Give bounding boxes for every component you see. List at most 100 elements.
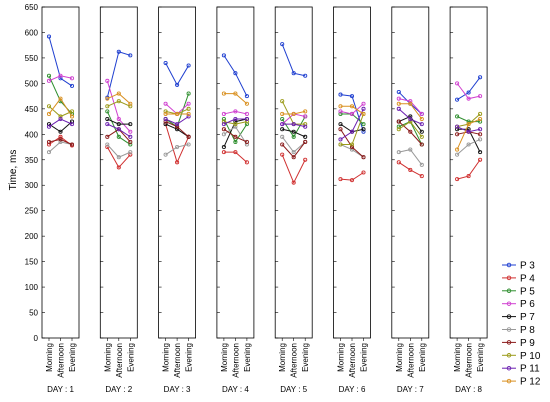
day-label: DAY : 3 — [164, 385, 191, 394]
legend-swatch-marker — [506, 275, 512, 281]
data-point — [419, 142, 424, 147]
data-point — [244, 142, 249, 147]
data-point — [466, 129, 471, 134]
data-point — [408, 101, 413, 106]
data-point — [186, 106, 191, 111]
panel-frame — [41, 6, 80, 339]
data-point — [175, 124, 180, 129]
data-point — [361, 111, 366, 116]
data-point — [116, 49, 121, 54]
legend-item: P 7 — [502, 312, 535, 323]
data-point — [46, 139, 52, 144]
series-line — [456, 138, 481, 156]
data-point — [338, 142, 343, 147]
data-point — [455, 114, 460, 119]
data-point — [419, 111, 424, 116]
data-point — [478, 119, 483, 124]
data-point — [58, 76, 63, 81]
data-point — [303, 157, 308, 162]
series-line — [107, 100, 131, 107]
data-point — [396, 89, 401, 95]
data-point — [221, 53, 226, 58]
series-line — [398, 108, 423, 125]
data-point — [58, 134, 63, 139]
data-point — [175, 122, 180, 127]
panel-day-6: Morning Afternoon Evening DAY : 6 — [333, 6, 371, 394]
series-line — [456, 118, 481, 150]
data-point — [338, 177, 343, 182]
data-point — [233, 109, 238, 114]
data-point — [349, 111, 355, 116]
data-point — [221, 116, 226, 122]
y-tick-label: 50 — [29, 309, 38, 318]
x-tick-label: Evening — [68, 343, 77, 372]
data-point — [128, 152, 133, 157]
legend-item: P 3 — [502, 261, 535, 272]
data-point — [58, 73, 63, 78]
x-tick-label: Evening — [360, 343, 369, 372]
data-point — [303, 122, 308, 127]
legend-label: P 6 — [520, 299, 535, 310]
data-point — [280, 116, 285, 122]
legend-label: P 4 — [520, 273, 535, 284]
series-line — [165, 123, 189, 138]
data-point — [105, 104, 110, 109]
data-point — [186, 101, 191, 106]
data-point — [361, 129, 366, 134]
data-point — [233, 134, 238, 139]
panel-day-7: Morning Afternoon Evening DAY : 7 — [391, 6, 430, 394]
data-point — [116, 127, 121, 132]
data-point — [221, 122, 226, 127]
series-line — [48, 138, 73, 145]
data-point — [349, 142, 355, 147]
series-line — [223, 118, 247, 125]
data-point — [69, 109, 75, 114]
data-point — [105, 142, 110, 147]
data-point — [186, 142, 191, 147]
series-line — [48, 97, 73, 117]
data-point — [419, 174, 424, 179]
day-label: DAY : 4 — [222, 385, 249, 394]
panel-frame — [391, 6, 430, 339]
data-point — [303, 114, 308, 119]
legend-item: P 11 — [502, 364, 540, 375]
data-point — [408, 116, 413, 122]
data-point — [338, 109, 343, 114]
data-point — [69, 114, 75, 119]
data-point — [396, 106, 401, 111]
x-tick-label: Afternoon — [465, 343, 474, 378]
data-point — [58, 116, 63, 122]
data-point — [280, 127, 285, 132]
data-point — [408, 99, 413, 104]
data-point — [478, 157, 483, 162]
data-point — [244, 116, 249, 122]
legend-item: P 6 — [502, 299, 535, 310]
series-line — [223, 93, 248, 105]
data-point — [291, 155, 296, 160]
y-tick-label: 100 — [25, 283, 39, 292]
data-point — [116, 155, 121, 160]
data-point — [46, 34, 52, 39]
series-line — [398, 121, 423, 145]
series-line — [340, 172, 364, 181]
data-point — [303, 139, 308, 144]
data-point — [349, 129, 355, 134]
day-label: DAY : 6 — [339, 385, 366, 394]
data-point — [396, 101, 401, 106]
data-point — [396, 96, 401, 101]
data-point — [455, 127, 460, 132]
x-tick-label: Evening — [185, 343, 194, 372]
data-point — [291, 134, 296, 139]
series-line — [398, 103, 423, 120]
data-point — [233, 116, 238, 122]
data-point — [478, 75, 483, 80]
data-point — [361, 106, 366, 111]
data-point — [233, 122, 238, 127]
data-point — [455, 147, 460, 152]
data-point — [58, 114, 63, 119]
legend-label: P 5 — [520, 286, 535, 297]
series-line — [223, 118, 248, 148]
series-line — [107, 123, 131, 138]
data-point — [163, 109, 168, 114]
data-point — [349, 94, 355, 99]
